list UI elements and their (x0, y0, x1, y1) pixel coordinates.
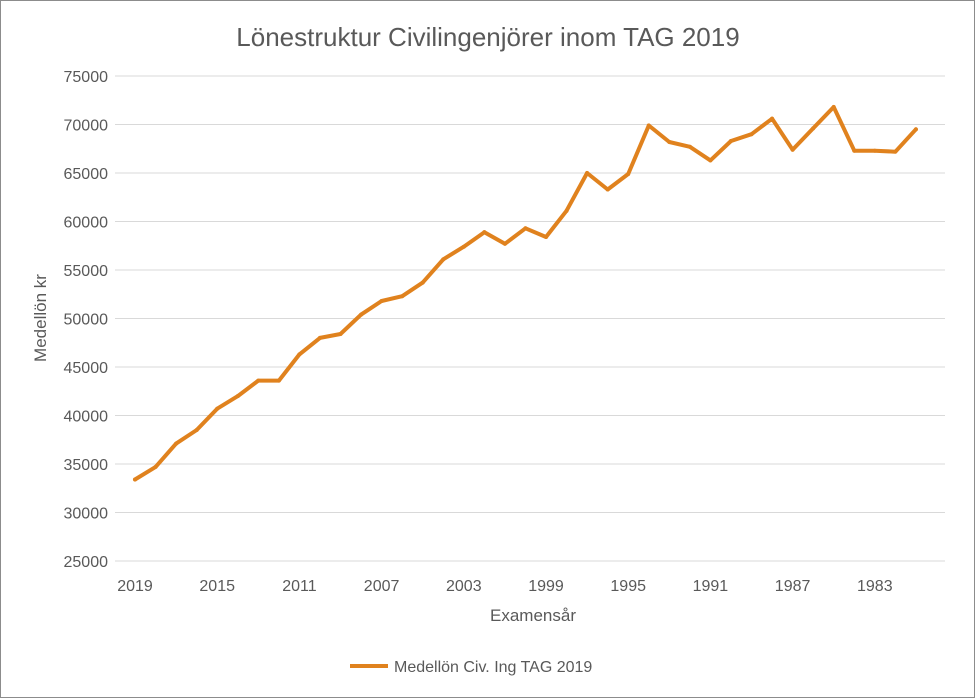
legend: Medellön Civ. Ing TAG 2019 (350, 659, 592, 676)
data-point (646, 123, 651, 128)
y-tick-label: 60000 (64, 215, 109, 232)
data-point (359, 312, 364, 317)
y-tick-label: 25000 (64, 554, 109, 571)
y-tick-label: 30000 (64, 506, 109, 523)
data-point (235, 394, 240, 399)
data-point (687, 144, 692, 149)
data-point (523, 226, 528, 231)
x-tick-label: 2019 (117, 578, 153, 595)
y-tick-label: 55000 (64, 263, 109, 280)
data-point (564, 208, 569, 213)
x-tick-label: 2007 (364, 578, 400, 595)
data-point (133, 477, 137, 482)
data-point (441, 257, 446, 262)
data-point (297, 352, 302, 357)
x-tick-label: 1987 (775, 578, 811, 595)
data-point (400, 294, 405, 299)
data-point (585, 171, 590, 175)
x-tick-label: 1991 (693, 578, 729, 595)
x-tick-label: 2011 (282, 578, 317, 595)
data-point (749, 132, 754, 137)
x-axis-label: Examensår (490, 606, 576, 625)
data-point (893, 149, 898, 154)
data-point (256, 378, 261, 383)
data-point (626, 171, 631, 176)
data-point (215, 406, 220, 411)
x-tick-label: 2015 (199, 578, 235, 595)
y-tick-label: 50000 (64, 312, 109, 329)
data-point (338, 332, 343, 337)
data-point (728, 138, 733, 143)
y-tick-label: 65000 (64, 166, 109, 183)
data-point (420, 280, 425, 285)
data-point (544, 235, 548, 240)
data-point (461, 244, 466, 249)
y-tick-label: 70000 (64, 118, 109, 135)
data-point (194, 428, 199, 433)
x-tick-label: 1999 (528, 578, 564, 595)
y-tick-label: 40000 (64, 409, 109, 426)
x-tick-label: 1995 (610, 578, 646, 595)
series-line (133, 105, 918, 482)
data-point (482, 230, 487, 235)
data-point (153, 464, 158, 469)
x-tick-label: 1983 (857, 578, 893, 595)
data-point (379, 299, 384, 304)
data-point (605, 187, 610, 192)
data-point (831, 105, 836, 110)
data-point (790, 147, 795, 152)
data-point (852, 148, 857, 153)
legend-label: Medellön Civ. Ing TAG 2019 (394, 659, 592, 676)
data-point (317, 335, 322, 340)
y-tick-label: 75000 (64, 69, 109, 86)
y-tick-label: 35000 (64, 457, 109, 474)
y-axis-label: Medellön kr (31, 274, 50, 362)
data-point (811, 126, 816, 131)
data-point (667, 139, 672, 144)
data-point (174, 441, 179, 446)
chart-title: Lönestruktur Civilingenjörer inom TAG 20… (236, 22, 739, 52)
data-point (276, 378, 281, 383)
data-point (872, 148, 877, 153)
data-point (770, 116, 775, 121)
data-point (502, 241, 507, 246)
data-point (913, 127, 918, 132)
y-tick-label: 45000 (64, 360, 109, 377)
x-tick-label: 2003 (446, 578, 482, 595)
data-point (708, 158, 713, 163)
